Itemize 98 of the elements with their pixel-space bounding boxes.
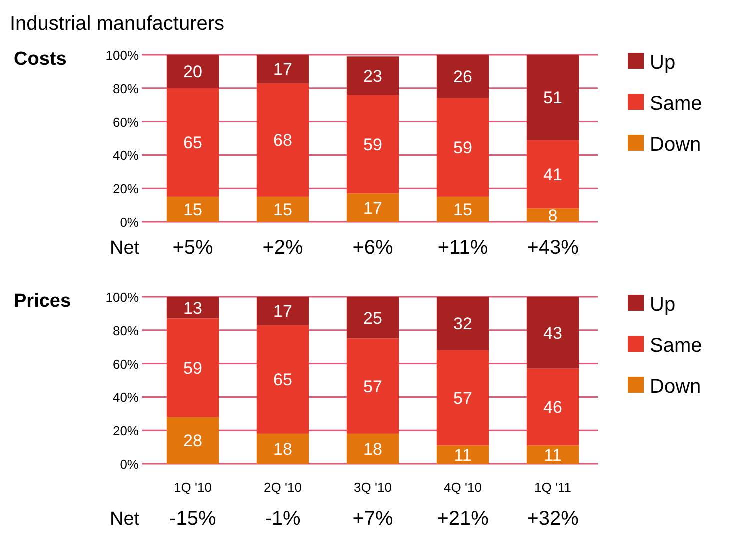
data-label: 11 (544, 446, 562, 465)
text: +21% (437, 508, 490, 530)
legend-label: Down (650, 376, 702, 398)
bar (436, 55, 490, 98)
data-label: 68 (274, 131, 292, 150)
data-label: 65 (274, 370, 292, 390)
bar (346, 95, 400, 194)
data-label: 41 (544, 165, 562, 184)
bar (346, 194, 400, 222)
bar (166, 417, 220, 464)
data-label: 26 (454, 68, 472, 87)
bar (346, 338, 400, 434)
data-label: 17 (364, 198, 382, 218)
legend-label: Up (650, 294, 676, 316)
bar (526, 446, 580, 464)
bar (526, 140, 580, 209)
bar (436, 196, 490, 222)
data-label: 25 (364, 308, 382, 328)
text: +5% (172, 237, 214, 259)
bar (256, 55, 310, 84)
bar (436, 98, 490, 197)
data-label: 20 (184, 62, 202, 82)
data-label: 51 (544, 88, 562, 108)
data-label: 28 (184, 432, 202, 451)
legend-label: Same (650, 93, 702, 115)
bar (166, 318, 220, 418)
x-tick-label: 3Q '10 (354, 480, 392, 495)
data-label: 57 (364, 377, 382, 396)
y-tick-label: 40% (112, 148, 140, 164)
data-label: 17 (274, 302, 292, 322)
bar (166, 196, 220, 222)
bar (436, 297, 490, 350)
y-tick-label: 20% (112, 182, 140, 197)
data-label: 11 (454, 446, 472, 465)
bar (526, 55, 580, 140)
data-label: 46 (544, 398, 562, 418)
data-label: 15 (274, 200, 292, 220)
y-tick-label: 100% (106, 48, 140, 63)
bar (166, 297, 220, 319)
bar (256, 434, 310, 464)
data-label: 8 (548, 206, 558, 226)
data-label: 59 (184, 358, 202, 378)
y-tick-label: 20% (112, 424, 140, 439)
text: +43% (527, 237, 580, 259)
data-label: 57 (454, 389, 472, 408)
data-label: 18 (274, 440, 292, 459)
data-label: 13 (184, 298, 202, 318)
y-tick-label: 40% (112, 390, 140, 406)
data-label: 65 (184, 134, 202, 153)
y-tick-label: 100% (106, 290, 140, 305)
x-tick-label: 4Q '10 (444, 480, 482, 495)
chart-title: Prices (14, 291, 72, 312)
data-label: 18 (364, 440, 382, 459)
chart-title: Industrial manufacturers (10, 13, 225, 35)
text: -15% (170, 508, 217, 530)
text: Net (110, 238, 140, 259)
legend-label: Up (650, 52, 676, 74)
y-tick-label: 80% (112, 323, 140, 338)
bar (256, 325, 310, 434)
data-label: 32 (454, 314, 472, 334)
text: +7% (352, 508, 394, 530)
x-tick-label: 2Q '10 (264, 480, 302, 495)
legend-label: Same (650, 335, 702, 357)
data-label: 15 (184, 200, 202, 220)
bar (346, 434, 400, 464)
y-tick-label: 80% (112, 81, 140, 96)
x-tick-label: 1Q '11 (534, 480, 572, 495)
bar (346, 297, 400, 339)
y-tick-label: 0% (120, 457, 140, 472)
bar (526, 208, 580, 222)
x-tick-label: 1Q '10 (174, 480, 212, 495)
bar (346, 56, 400, 96)
data-label: 59 (454, 138, 472, 158)
data-label: 23 (364, 66, 382, 86)
chart-subtitle: Costs (14, 49, 67, 70)
data-label: 15 (454, 200, 472, 220)
bar (436, 446, 490, 464)
y-tick-label: 60% (112, 356, 140, 372)
bar (526, 368, 580, 446)
legend-label: Down (650, 134, 702, 156)
data-label: 17 (274, 60, 292, 80)
bar (526, 297, 580, 369)
bar (256, 196, 310, 222)
data-label: 59 (364, 135, 382, 154)
text: +6% (352, 237, 394, 259)
bar (436, 350, 490, 446)
text: +11% (438, 237, 488, 259)
text: +32% (527, 508, 580, 530)
bar (166, 55, 220, 88)
text: -1% (265, 508, 301, 530)
bar (256, 83, 310, 197)
bar (256, 297, 310, 326)
y-tick-label: 0% (120, 215, 140, 230)
bar (166, 88, 220, 197)
text: Net (110, 509, 140, 530)
text: +2% (262, 237, 304, 259)
y-tick-label: 60% (112, 114, 140, 130)
data-label: 43 (544, 324, 562, 343)
